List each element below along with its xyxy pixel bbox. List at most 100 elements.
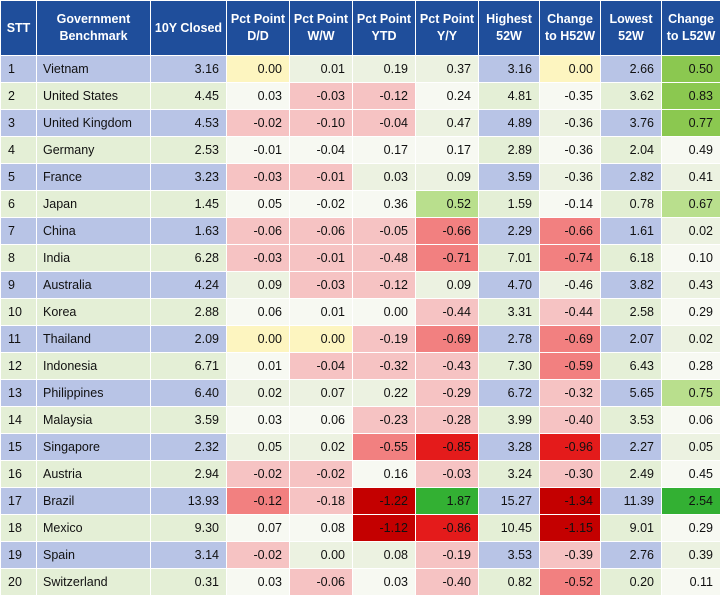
ww-cell: 0.07 [290,380,353,407]
country-cell: Philippines [37,380,151,407]
highest-cell: 4.81 [479,83,540,110]
ww-cell: -0.06 [290,569,353,596]
yy-cell: -0.28 [416,407,479,434]
change-high-cell: -0.46 [540,272,601,299]
yy-cell: -0.71 [416,245,479,272]
change-high-cell: -0.36 [540,164,601,191]
stt-cell: 6 [1,191,37,218]
yy-cell: -0.69 [416,326,479,353]
change-high-cell: -0.14 [540,191,601,218]
change-high-cell: -0.40 [540,407,601,434]
change-high-cell: -0.96 [540,434,601,461]
yy-cell: 0.52 [416,191,479,218]
change-low-cell: 0.29 [662,515,720,542]
highest-cell: 3.59 [479,164,540,191]
dd-cell: 0.03 [227,569,290,596]
change-high-cell: -0.66 [540,218,601,245]
country-cell: China [37,218,151,245]
closed-cell: 4.24 [151,272,227,299]
change-high-cell: 0.00 [540,56,601,83]
ww-cell: -0.18 [290,488,353,515]
lowest-cell: 3.76 [601,110,662,137]
header-lowest-52w: Lowest 52W [601,1,662,56]
highest-cell: 15.27 [479,488,540,515]
header-stt: STT [1,1,37,56]
change-high-cell: -0.32 [540,380,601,407]
closed-cell: 4.53 [151,110,227,137]
change-low-cell: 0.49 [662,137,720,164]
ww-cell: -0.03 [290,272,353,299]
highest-cell: 2.78 [479,326,540,353]
stt-cell: 12 [1,353,37,380]
highest-cell: 3.99 [479,407,540,434]
closed-cell: 2.94 [151,461,227,488]
change-low-cell: 0.29 [662,299,720,326]
change-low-cell: 0.06 [662,407,720,434]
country-cell: Japan [37,191,151,218]
country-cell: United Kingdom [37,110,151,137]
lowest-cell: 0.20 [601,569,662,596]
country-cell: Spain [37,542,151,569]
stt-cell: 13 [1,380,37,407]
yy-cell: 0.24 [416,83,479,110]
dd-cell: 0.00 [227,326,290,353]
ww-cell: 0.00 [290,542,353,569]
closed-cell: 3.23 [151,164,227,191]
ww-cell: 0.00 [290,326,353,353]
yy-cell: -0.85 [416,434,479,461]
country-cell: France [37,164,151,191]
ww-cell: -0.04 [290,137,353,164]
dd-cell: 0.05 [227,191,290,218]
highest-cell: 3.53 [479,542,540,569]
stt-cell: 4 [1,137,37,164]
ww-cell: -0.02 [290,191,353,218]
highest-cell: 0.82 [479,569,540,596]
stt-cell: 11 [1,326,37,353]
country-cell: Brazil [37,488,151,515]
ytd-cell: -0.05 [353,218,416,245]
ytd-cell: 0.03 [353,569,416,596]
dd-cell: 0.07 [227,515,290,542]
stt-cell: 18 [1,515,37,542]
country-cell: India [37,245,151,272]
closed-cell: 9.30 [151,515,227,542]
closed-cell: 6.40 [151,380,227,407]
ytd-cell: 0.03 [353,164,416,191]
header-highest-52w: Highest 52W [479,1,540,56]
highest-cell: 2.89 [479,137,540,164]
yy-cell: 0.47 [416,110,479,137]
change-low-cell: 0.67 [662,191,720,218]
lowest-cell: 6.18 [601,245,662,272]
closed-cell: 4.45 [151,83,227,110]
ww-cell: 0.06 [290,407,353,434]
yy-cell: -0.29 [416,380,479,407]
ytd-cell: -0.04 [353,110,416,137]
yy-cell: 0.17 [416,137,479,164]
ww-cell: 0.01 [290,56,353,83]
lowest-cell: 11.39 [601,488,662,515]
country-cell: Vietnam [37,56,151,83]
change-high-cell: -0.59 [540,353,601,380]
header-pct-dd: Pct Point D/D [227,1,290,56]
change-low-cell: 0.77 [662,110,720,137]
highest-cell: 10.45 [479,515,540,542]
dd-cell: -0.02 [227,110,290,137]
highest-cell: 3.24 [479,461,540,488]
change-low-cell: 2.54 [662,488,720,515]
country-cell: Malaysia [37,407,151,434]
ww-cell: -0.04 [290,353,353,380]
change-high-cell: -0.36 [540,137,601,164]
stt-cell: 17 [1,488,37,515]
dd-cell: 0.06 [227,299,290,326]
